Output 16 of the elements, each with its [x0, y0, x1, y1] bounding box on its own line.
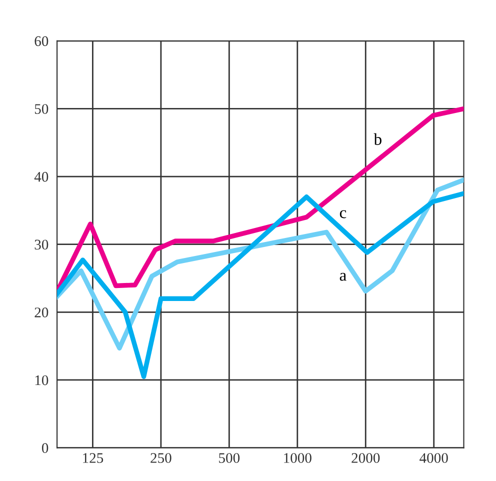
y-tick-label: 30 [34, 240, 48, 250]
y-tick-label: 60 [34, 36, 48, 46]
series-label: c [340, 210, 346, 218]
y-tick-label: 20 [34, 308, 48, 318]
y-tick-label: 0 [42, 443, 48, 454]
y-tick-label: 10 [35, 375, 48, 386]
x-tick-label: 125 [83, 453, 104, 463]
series-label: a [340, 272, 346, 281]
y-tick-label: 50 [34, 104, 48, 114]
x-tick-label: 4000 [420, 453, 448, 463]
x-tick-label: 250 [150, 453, 172, 463]
x-tick-label: 1000 [284, 453, 312, 463]
y-tick-label: 40 [34, 172, 48, 182]
x-tick-label: 2000 [352, 453, 380, 463]
x-tick-label: 500 [219, 453, 240, 463]
series-label: b [374, 133, 382, 146]
